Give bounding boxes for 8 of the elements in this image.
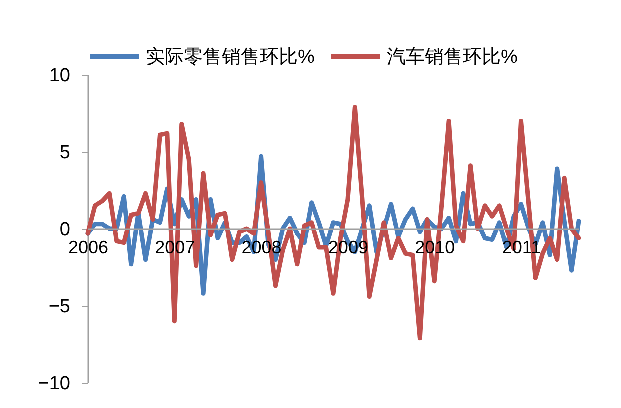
legend-label: 实际零售销售环比%: [146, 46, 315, 68]
y-tick-label: 10: [49, 66, 70, 86]
y-tick-label: 5: [60, 142, 70, 164]
legend-label: 汽车销售环比%: [387, 47, 518, 68]
x-tick-label: 2006: [68, 238, 109, 258]
y-tick-label: −10: [38, 374, 70, 394]
y-tick-label: 0: [60, 220, 70, 240]
y-tick-label: −5: [48, 296, 70, 318]
